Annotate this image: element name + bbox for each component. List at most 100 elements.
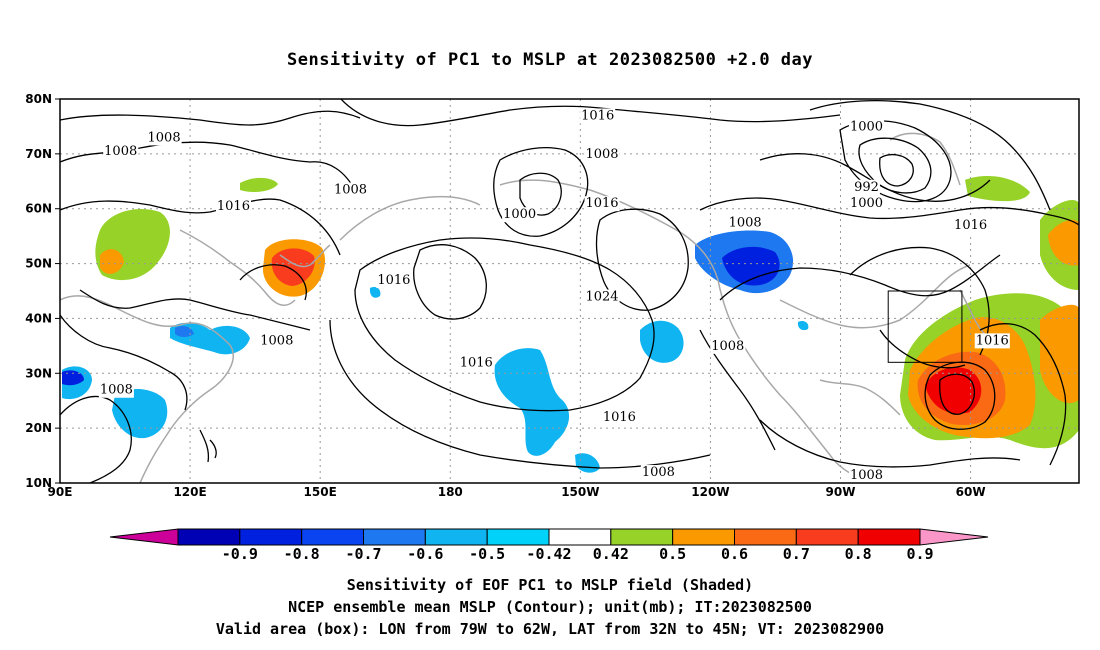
colorbar-label: -0.8 [284, 545, 320, 563]
contour-label: 1016 [603, 410, 636, 425]
contour-label-bg [584, 146, 620, 162]
colorbar-label: -0.42 [526, 545, 571, 563]
colorbar-label: 0.5 [659, 545, 686, 563]
map-title: Sensitivity of PC1 to MSLP at 2023082500… [286, 50, 813, 70]
negative-patch-small-1 [369, 286, 381, 298]
colorbar-label: 0.6 [721, 545, 748, 563]
colorbar-box [795, 528, 859, 546]
contour-label-bg [953, 218, 989, 234]
coastlines [60, 132, 996, 483]
colorbar-label: -0.6 [407, 545, 443, 563]
positive-patch-atlantic-core [925, 367, 982, 414]
colorbar-box [672, 528, 736, 546]
contour-label: 1016 [585, 196, 618, 211]
colorbar-arrow-high [919, 528, 989, 546]
contour-label-bg [727, 215, 763, 231]
positive-patch-asia-west-core [100, 249, 124, 274]
colorbar-label: -0.5 [469, 545, 505, 563]
colorbar: -0.9 -0.8 -0.7 -0.6 -0.5 -0.42 0.42 0.5 0.6 0.7 0.… [109, 528, 989, 563]
colorbar-label: -0.7 [345, 545, 381, 563]
contour-label-bg [146, 130, 182, 146]
contour-label: 1008 [104, 144, 137, 159]
negative-patch-bc-core [722, 246, 780, 286]
contour-label: 1000 [850, 196, 883, 211]
contour-label-bg [710, 338, 746, 354]
colorbar-label: 0.42 [593, 545, 629, 563]
contour-label: 992 [854, 180, 879, 195]
contour-label-bg [584, 289, 620, 305]
contour-label-bg [502, 207, 538, 223]
latitude-labels: 80N 70N 60N 50N 40N 30N 20N 10N [25, 92, 60, 490]
contour-label: 1000 [850, 119, 883, 134]
valid-area-box [887, 290, 963, 363]
contour-label-bg [584, 196, 620, 212]
contour-label: 1016 [460, 355, 493, 370]
contour-label-bg [332, 182, 369, 198]
contour-label: 1016 [217, 199, 250, 214]
contour-label-bg [376, 273, 412, 289]
contour-label: 1016 [377, 273, 410, 288]
caption-line-1: Sensitivity of EOF PC1 to MSLP field (Sh… [346, 576, 754, 594]
negative-patch-pacific-east [640, 320, 684, 363]
lon-label: 60W [956, 485, 986, 499]
negative-patch-pacific-south [575, 453, 600, 473]
lat-label: 20N [25, 421, 52, 435]
colorbar-label: 0.8 [845, 545, 872, 563]
colorbar-box [857, 528, 921, 546]
contour-label-bg [640, 465, 676, 481]
caption-line-2: NCEP ensemble mean MSLP (Contour); unit(… [288, 598, 812, 616]
colorbar-label: -0.9 [222, 545, 258, 563]
colorbar-box [177, 528, 241, 546]
lon-label: 120W [691, 485, 729, 499]
positive-patch-atlantic-east [1040, 304, 1079, 404]
lat-label: 10N [25, 476, 52, 490]
lat-label: 60N [25, 202, 52, 216]
colorbar-box [363, 528, 426, 546]
lon-label: 90E [48, 485, 73, 499]
contour-label: 1008 [642, 465, 675, 480]
colorbar-label: 0.9 [906, 545, 933, 563]
negative-patch-taiwan-core [175, 326, 194, 337]
contour-label: 1016 [976, 333, 1009, 348]
contour-label: 1008 [100, 383, 133, 398]
contour-label-bg [848, 119, 885, 135]
contour-label: 1008 [711, 339, 744, 354]
colorbar-arrow-low [109, 528, 179, 546]
lat-label: 30N [25, 366, 52, 380]
lat-label: 40N [25, 311, 52, 325]
lat-label: 70N [25, 147, 52, 161]
negative-patch-pacific-central [494, 348, 570, 456]
negative-patch-small-2 [797, 320, 809, 331]
contour-label-bg [853, 179, 880, 195]
negative-patch-scs [112, 388, 168, 439]
negative-patch-india-core [62, 370, 84, 386]
contour-label-bg [974, 333, 1010, 349]
mslp-contours [60, 99, 1079, 483]
colorbar-box [610, 528, 674, 546]
contour-label: 1008 [260, 333, 293, 348]
contour-label-bg [601, 410, 637, 426]
lon-label: 150W [561, 485, 599, 499]
lon-label: 120E [173, 485, 206, 499]
contour-label: 1008 [850, 468, 883, 483]
lon-label: 90W [826, 485, 856, 499]
contour-labels: 1008 1008 1016 1008 1016 1008 1008 1016 1008 1000… [98, 108, 1010, 483]
positive-patch-japan-core [271, 248, 315, 286]
contour-label: 1000 [503, 207, 536, 222]
contour-label-bg [458, 355, 494, 371]
contour-label-bg [103, 144, 139, 160]
colorbar-box [239, 528, 303, 546]
contour-label: 1016 [954, 218, 987, 233]
contour-label-bg [848, 467, 885, 483]
contour-label: 1024 [585, 289, 618, 304]
positive-patch-siberia [240, 177, 278, 192]
longitude-labels: 90E 120E 150E 180 150W 120W 90W 60W [48, 485, 986, 499]
colorbar-box [486, 528, 550, 546]
contour-label-bg [848, 196, 885, 212]
contour-label: 1008 [334, 183, 367, 198]
contour-label: 1008 [148, 130, 181, 145]
positive-patch-greenland [965, 176, 1030, 202]
positive-patch-europe-core [1048, 219, 1079, 266]
colorbar-label: 0.7 [783, 545, 810, 563]
